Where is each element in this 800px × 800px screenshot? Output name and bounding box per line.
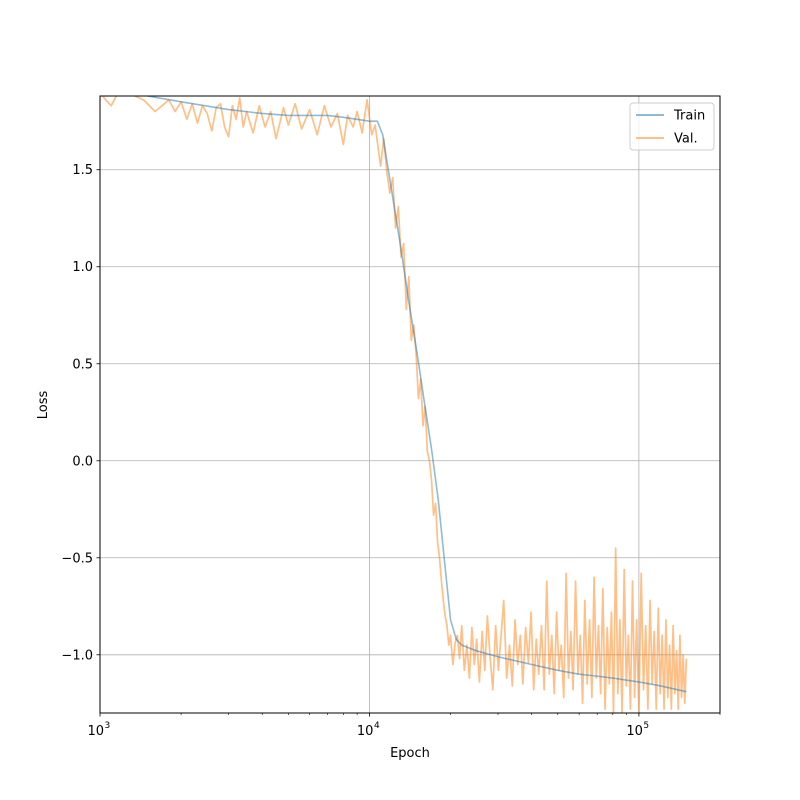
legend-label-val: Val.: [674, 132, 698, 147]
x-tick-label: 10 4: [357, 721, 380, 739]
y-axis-label: Loss: [36, 391, 51, 420]
x-tick-label: 10 3: [87, 721, 110, 739]
legend-label-train: Train: [673, 109, 705, 124]
x-tick-label-exponent: 3: [105, 721, 111, 731]
legend: Train Val.: [629, 102, 715, 151]
plot-frame: [99, 95, 721, 714]
y-tick-label: −0.5: [61, 551, 93, 566]
x-tick-label-base: 10: [626, 724, 643, 739]
x-axis-label: Epoch: [390, 746, 430, 761]
series-line-train: [147, 96, 687, 693]
x-tick-label-exponent: 5: [643, 721, 649, 731]
y-tick-label: 1.5: [72, 163, 93, 178]
y-tick-label: 1.0: [72, 260, 93, 275]
series-group: [101, 96, 688, 713]
y-tick-label: −1.0: [61, 648, 93, 663]
axis-ticks: 1.51.00.50.0−0.5−1.010 3 10 4 10 5: [61, 163, 721, 739]
x-tick-label-exponent: 4: [374, 721, 380, 731]
series-line-val: [101, 96, 688, 713]
x-tick-label-base: 10: [357, 724, 374, 739]
y-tick-label: 0.5: [72, 357, 93, 372]
y-tick-label: 0.0: [72, 454, 93, 469]
x-tick-label-base: 10: [87, 724, 104, 739]
x-tick-label: 10 5: [626, 721, 649, 739]
